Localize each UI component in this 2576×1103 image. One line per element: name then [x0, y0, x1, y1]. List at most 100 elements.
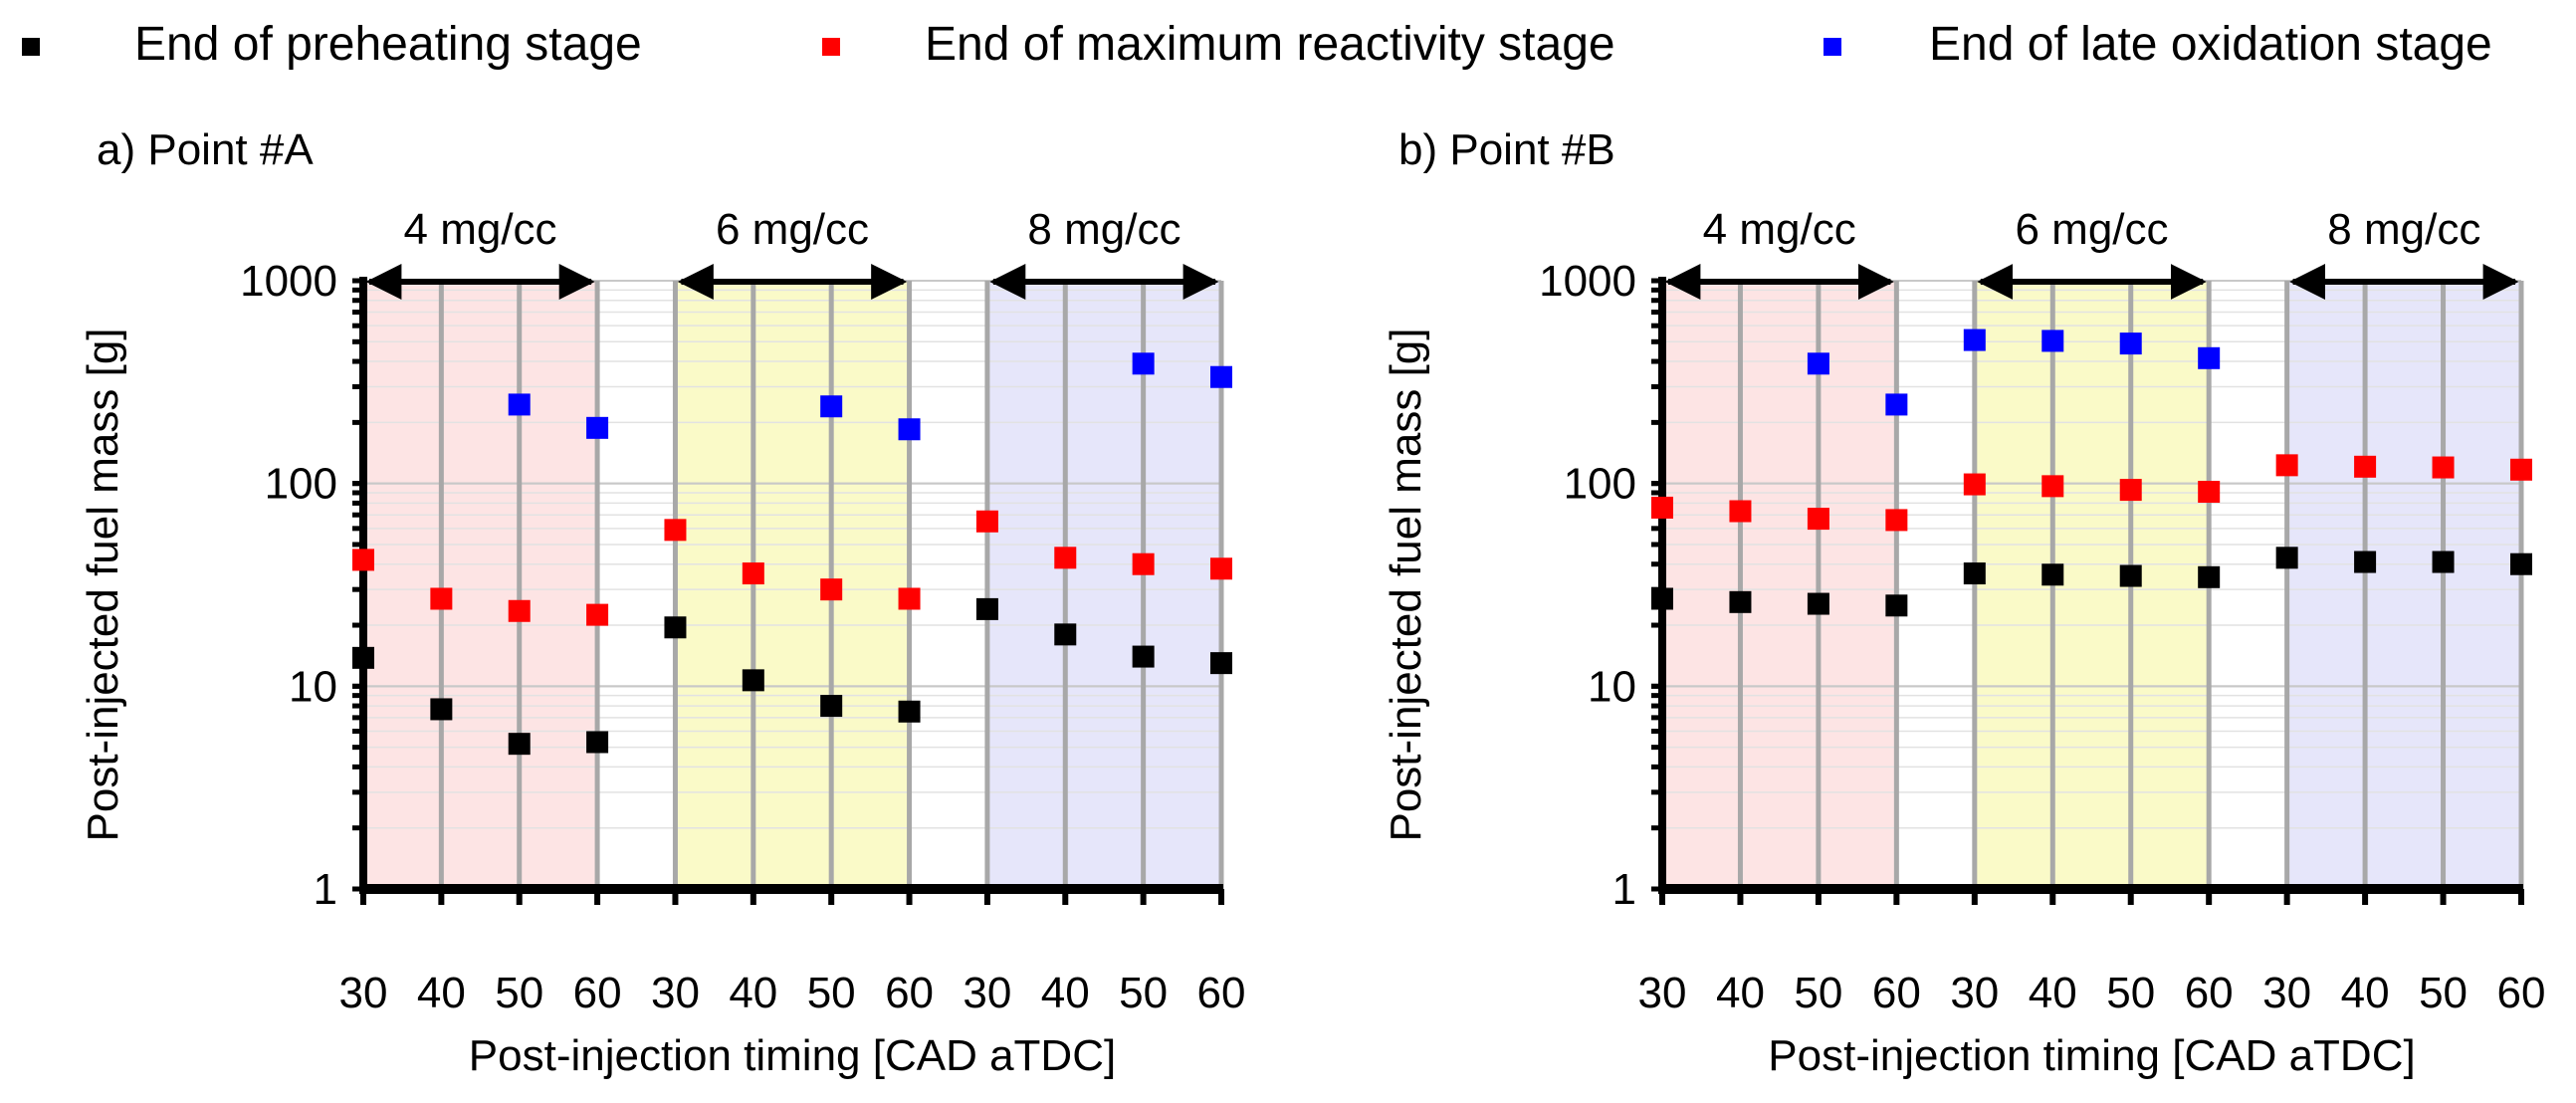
- panel-title: a) Point #A: [97, 125, 314, 174]
- x-tick-label: 50: [1794, 969, 1842, 1017]
- data-point: [2198, 565, 2221, 588]
- data-point: [1132, 552, 1155, 575]
- data-point: [975, 597, 998, 620]
- group-label: 4 mg/cc: [404, 205, 557, 254]
- legend-item-max-reactivity: End of maximum reactivity stage: [822, 18, 1615, 71]
- x-tick-label: 60: [2185, 969, 2234, 1017]
- x-tick-label: 50: [2419, 969, 2468, 1017]
- data-point: [898, 587, 921, 610]
- x-tick-label: 30: [2262, 969, 2311, 1017]
- data-point: [508, 599, 531, 622]
- data-point: [352, 646, 374, 669]
- x-tick-label: 60: [2497, 969, 2546, 1017]
- data-point: [2119, 479, 2142, 502]
- data-point: [1963, 329, 1986, 351]
- gridlines: [1662, 280, 2521, 890]
- panel-title: b) Point #B: [1398, 125, 1615, 174]
- legend: End of preheating stage End of maximum r…: [22, 18, 2492, 71]
- data-point: [2432, 551, 2455, 573]
- y-tick-label: 1: [1612, 865, 1636, 914]
- data-point: [430, 587, 453, 610]
- x-tick-label: 30: [1638, 969, 1687, 1017]
- data-point: [1132, 645, 1155, 668]
- y-tick-label: 100: [1564, 460, 1636, 509]
- x-tick-label: 30: [963, 969, 1011, 1017]
- legend-marker-preheating: [22, 38, 40, 56]
- x-tick-label: 30: [1950, 969, 1999, 1017]
- data-point: [586, 603, 609, 626]
- y-tick-label: 10: [289, 662, 337, 711]
- y-tick-label: 1000: [1539, 257, 1636, 306]
- data-point: [1885, 509, 1908, 532]
- x-tick-label: 40: [1716, 969, 1765, 1017]
- x-tick-label: 40: [1041, 969, 1090, 1017]
- data-point: [2354, 455, 2377, 478]
- legend-marker-late-oxidation: [1824, 38, 1841, 56]
- y-tick-labels: 1 10 100 1000: [1539, 257, 1636, 914]
- group-band: [2286, 281, 2521, 889]
- data-points: [352, 352, 1232, 756]
- data-point: [2198, 481, 2221, 504]
- data-point: [1054, 623, 1077, 646]
- group-label: 6 mg/cc: [716, 205, 869, 254]
- y-tick-label: 1000: [240, 257, 337, 306]
- legend-item-preheating: End of preheating stage: [22, 18, 642, 71]
- data-point: [664, 519, 687, 542]
- group-band: [1974, 281, 2210, 889]
- y-tick-label: 10: [1588, 662, 1636, 711]
- x-tick-label: 40: [2341, 969, 2390, 1017]
- data-point: [2354, 551, 2377, 573]
- data-point: [1807, 508, 1829, 531]
- data-point: [820, 395, 843, 418]
- group-band: [675, 281, 910, 889]
- x-tick-label: 50: [807, 969, 856, 1017]
- group-backgrounds: [1662, 281, 2521, 889]
- data-point: [1963, 562, 1986, 585]
- y-axis-label: Post-injected fuel mass [g]: [1382, 328, 1430, 841]
- data-point: [898, 418, 921, 441]
- group-backgrounds: [363, 281, 1221, 889]
- group-label: 8 mg/cc: [2327, 205, 2480, 254]
- legend-label-late-oxidation: End of late oxidation stage: [1929, 18, 2492, 71]
- x-axis-label: Post-injection timing [CAD aTDC]: [469, 1031, 1116, 1080]
- data-point: [2119, 332, 2142, 355]
- data-point: [1963, 473, 1986, 496]
- data-point: [2041, 330, 2064, 352]
- data-point: [1729, 590, 1752, 613]
- group-band: [986, 281, 1221, 889]
- data-point: [664, 616, 687, 639]
- data-point: [742, 562, 764, 585]
- group-label: 6 mg/cc: [2015, 205, 2168, 254]
- gridlines: [363, 280, 1221, 890]
- data-point: [1807, 592, 1829, 615]
- x-tick-label: 40: [2029, 969, 2077, 1017]
- y-tick-label: 1: [314, 865, 337, 914]
- data-point: [2275, 547, 2298, 569]
- data-point: [508, 733, 531, 756]
- data-point: [1054, 547, 1077, 569]
- data-point: [975, 510, 998, 533]
- data-point: [2510, 458, 2532, 481]
- group-label: 4 mg/cc: [1703, 205, 1856, 254]
- group-band: [363, 281, 598, 889]
- data-point: [2432, 456, 2455, 479]
- data-point: [2041, 563, 2064, 586]
- x-tick-label: 50: [1119, 969, 1168, 1017]
- legend-item-late-oxidation: End of late oxidation stage: [1824, 18, 2492, 71]
- data-point: [1729, 500, 1752, 523]
- data-point: [1210, 652, 1232, 675]
- x-tick-label: 50: [2106, 969, 2155, 1017]
- data-points: [1651, 329, 2532, 617]
- data-point: [2198, 346, 2221, 369]
- x-tick-label: 60: [573, 969, 622, 1017]
- data-point: [1807, 352, 1829, 375]
- data-point: [2119, 564, 2142, 587]
- group-annotations: 4 mg/cc 6 mg/cc 8 mg/cc: [1664, 205, 2519, 300]
- x-tick-label: 60: [1872, 969, 1921, 1017]
- data-point: [1885, 393, 1908, 416]
- x-tick-label: 50: [495, 969, 543, 1017]
- data-point: [820, 695, 843, 718]
- x-tick-label: 30: [339, 969, 388, 1017]
- y-tick-label: 100: [265, 460, 337, 509]
